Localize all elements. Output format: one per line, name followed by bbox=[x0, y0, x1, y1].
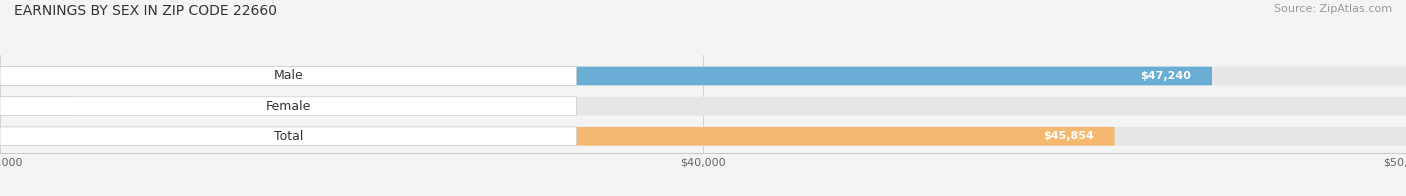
FancyBboxPatch shape bbox=[0, 67, 1406, 85]
FancyBboxPatch shape bbox=[0, 67, 576, 85]
Text: $31,000: $31,000 bbox=[0, 101, 49, 111]
Text: Female: Female bbox=[266, 100, 311, 113]
Text: EARNINGS BY SEX IN ZIP CODE 22660: EARNINGS BY SEX IN ZIP CODE 22660 bbox=[14, 4, 277, 18]
Text: Total: Total bbox=[274, 130, 302, 143]
FancyBboxPatch shape bbox=[0, 97, 70, 115]
FancyBboxPatch shape bbox=[0, 127, 1406, 146]
Text: $45,854: $45,854 bbox=[1043, 131, 1094, 141]
Text: $47,240: $47,240 bbox=[1140, 71, 1191, 81]
FancyBboxPatch shape bbox=[0, 67, 1212, 85]
FancyBboxPatch shape bbox=[0, 127, 576, 146]
Text: Source: ZipAtlas.com: Source: ZipAtlas.com bbox=[1274, 4, 1392, 14]
Text: Male: Male bbox=[273, 70, 304, 83]
FancyBboxPatch shape bbox=[0, 97, 1406, 115]
FancyBboxPatch shape bbox=[0, 97, 576, 115]
FancyBboxPatch shape bbox=[0, 127, 1115, 146]
